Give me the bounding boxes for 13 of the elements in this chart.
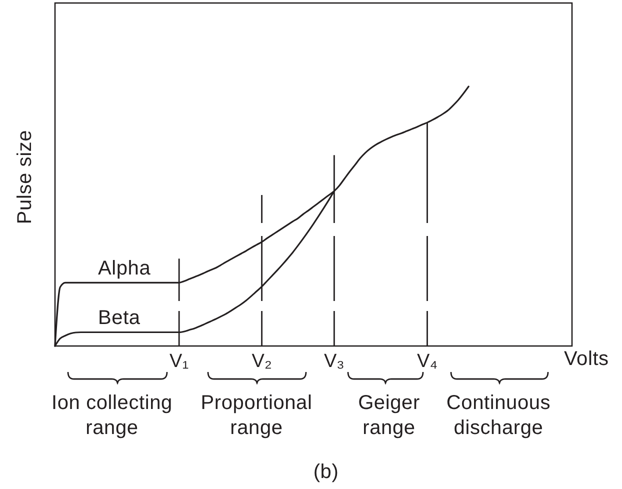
x-tick-label: V₃: [324, 351, 344, 372]
x-tick-label: V₁: [170, 351, 189, 372]
text: Ion collecting range: [52, 392, 172, 439]
text: Continuous discharge: [446, 392, 551, 439]
x-tick-label: V₄: [417, 351, 438, 372]
text: Geiger range: [358, 392, 420, 439]
text: (b): [313, 461, 339, 483]
x-axis-title: Volts: [564, 348, 609, 370]
series-label: Alpha: [98, 258, 152, 280]
text: Proportional range: [200, 392, 312, 439]
y-axis-title: Pulse size: [14, 130, 36, 224]
x-tick-label: V₂: [252, 351, 272, 372]
series-label: Beta: [98, 307, 141, 330]
